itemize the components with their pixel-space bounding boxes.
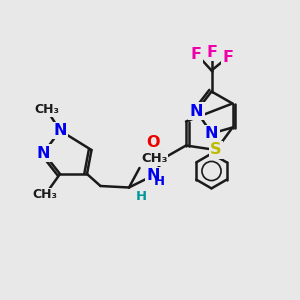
Text: CH₃: CH₃ [34,103,59,116]
Text: F: F [206,45,217,60]
Text: CH₃: CH₃ [141,152,167,165]
Text: F: F [191,46,202,62]
Text: F: F [223,50,233,64]
Text: N: N [53,123,67,138]
Text: O: O [146,135,160,150]
Text: H: H [135,190,147,203]
Text: S: S [210,142,222,158]
Text: H: H [154,175,165,188]
Text: N: N [190,103,203,118]
Text: N: N [37,146,50,160]
Text: N: N [205,126,218,141]
Text: N: N [146,168,160,183]
Text: CH₃: CH₃ [32,188,58,202]
